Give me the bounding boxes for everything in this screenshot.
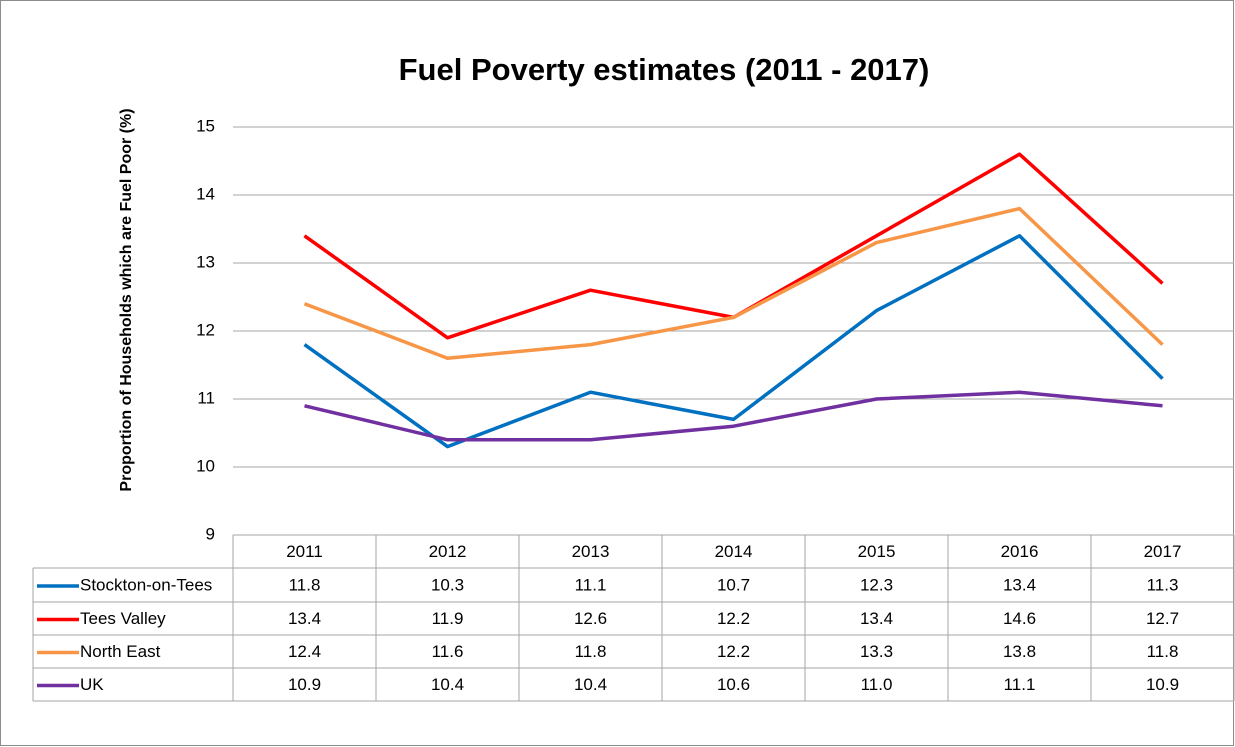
legend-label: North East (80, 642, 161, 661)
x-tick-label: 2013 (572, 542, 610, 561)
table-cell: 14.6 (1003, 609, 1036, 628)
table-cell: 10.4 (431, 675, 464, 694)
table-cell: 11.1 (575, 575, 607, 594)
table-cell: 12.2 (717, 609, 750, 628)
table-cell: 10.7 (717, 575, 750, 594)
table-cell: 12.3 (860, 575, 893, 594)
x-tick-label: 2012 (429, 542, 467, 561)
table-cell: 10.3 (431, 575, 464, 594)
x-tick-label: 2014 (715, 542, 753, 561)
table-cell: 11.8 (1147, 642, 1179, 661)
table-cell: 11.1 (1004, 675, 1036, 694)
table-cell: 13.4 (1003, 575, 1036, 594)
chart-title: Fuel Poverty estimates (2011 - 2017) (399, 52, 930, 87)
x-tick-label: 2017 (1144, 542, 1182, 561)
table-cell: 10.9 (1146, 675, 1179, 694)
table-cell: 13.4 (860, 609, 893, 628)
table-cell: 11.9 (432, 609, 464, 628)
table-cell: 11.0 (861, 675, 893, 694)
y-axis-label: Proportion of Households which are Fuel … (118, 108, 135, 491)
table-cell: 10.9 (288, 675, 321, 694)
y-tick-label: 12 (196, 320, 215, 339)
table-cell: 11.6 (432, 642, 464, 661)
legend-label: UK (80, 675, 104, 694)
legend-label: Stockton-on-Tees (80, 575, 212, 594)
legend-label: Tees Valley (80, 609, 166, 628)
series-line (303, 234, 1164, 449)
series-line (303, 206, 1164, 360)
table-cell: 11.8 (289, 575, 321, 594)
y-tick-label: 13 (196, 252, 215, 271)
y-tick-label: 9 (206, 524, 215, 543)
x-tick-label: 2015 (858, 542, 896, 561)
series-line (304, 390, 1163, 442)
y-tick-label: 11 (197, 388, 215, 407)
table-cell: 10.6 (717, 675, 750, 694)
y-tick-label: 14 (196, 184, 215, 203)
table-cell: 13.3 (860, 642, 893, 661)
table-cell: 11.8 (575, 642, 607, 661)
table-cell: 12.7 (1146, 609, 1179, 628)
table-cell: 12.6 (574, 609, 607, 628)
x-tick-label: 2011 (286, 542, 323, 561)
table-cell: 12.4 (288, 642, 321, 661)
table-cell: 12.2 (717, 642, 750, 661)
table-cell: 13.8 (1003, 642, 1036, 661)
y-tick-label: 15 (196, 116, 215, 135)
table-cell: 11.3 (1147, 575, 1179, 594)
x-tick-label: 2016 (1001, 542, 1039, 561)
y-tick-label: 10 (196, 456, 215, 475)
table-cell: 13.4 (288, 609, 321, 628)
table-cell: 10.4 (574, 675, 607, 694)
